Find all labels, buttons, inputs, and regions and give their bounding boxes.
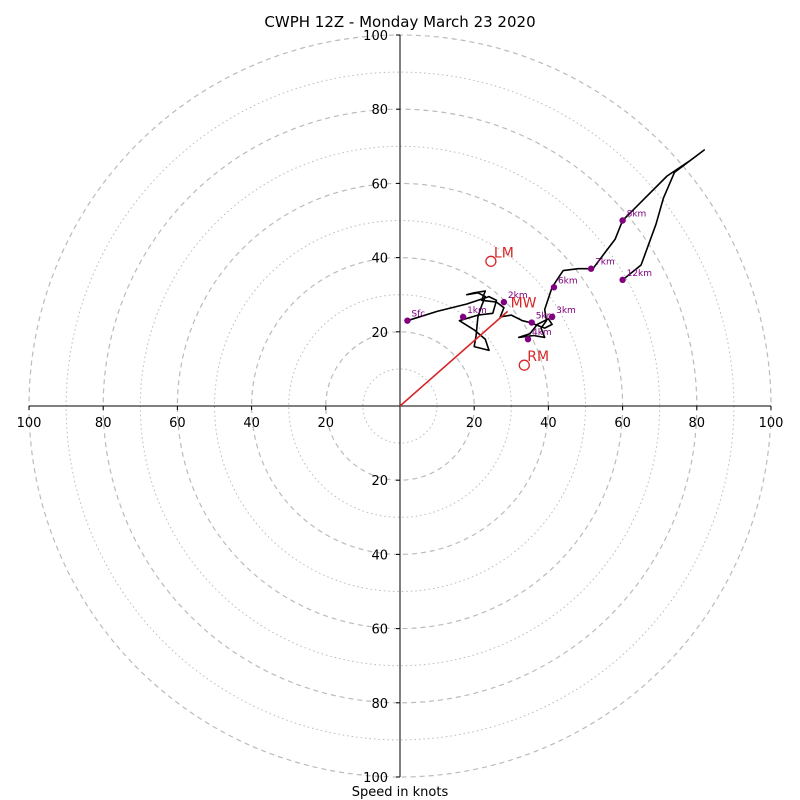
height-marker-4km: [524, 336, 532, 343]
height-markers: Sfc 1km 2km 3km 4km 5km 6km 7km 8km 12km: [404, 210, 652, 343]
y-tick-label: 40: [371, 548, 388, 563]
height-label-6km: 6km: [558, 276, 578, 286]
storm-marker-RM: [518, 359, 530, 371]
x-tick-label: 20: [466, 416, 483, 431]
x-tick-label: 20: [318, 416, 335, 431]
storm-label-RM: RM: [527, 349, 549, 365]
y-tick-label: 100: [363, 29, 388, 44]
height-marker-1km: [459, 313, 467, 321]
height-label-1km: 1km: [467, 306, 487, 316]
height-marker-12km: [619, 276, 626, 284]
y-tick-label: 80: [371, 103, 388, 118]
storm-vector: [399, 310, 509, 407]
height-label-7km: 7km: [595, 258, 615, 268]
y-tick-label: 20: [371, 474, 388, 489]
wind-trace-line: [407, 149, 706, 352]
height-marker-2km: [500, 298, 508, 306]
x-tick-label: 60: [614, 416, 631, 431]
x-tick-label: 80: [689, 416, 706, 431]
height-marker-3km: [548, 313, 556, 321]
storm-marker-LM: [485, 255, 497, 267]
y-tick-label: 20: [371, 326, 388, 341]
storm-motion-vector: [399, 310, 509, 407]
storm-motion-points: LM MW RM: [485, 245, 549, 371]
height-marker-7km: [587, 265, 595, 272]
y-tick-label: 60: [371, 623, 388, 638]
hodograph-trace: [407, 149, 706, 352]
x-tick-label: 80: [95, 416, 112, 431]
storm-label-MW: MW: [511, 295, 537, 311]
y-tick-label: 100: [363, 771, 388, 786]
height-label-3km: 3km: [556, 306, 576, 316]
chart-title: CWPH 12Z - Monday March 23 2020: [264, 13, 535, 31]
height-marker-5km: [528, 319, 535, 326]
height-marker-Sfc: [404, 317, 411, 324]
storm-label-LM: LM: [494, 245, 514, 261]
height-label-2km: 2km: [508, 291, 528, 301]
y-tick-label: 80: [371, 697, 388, 712]
x-tick-label: 40: [540, 416, 557, 431]
height-marker-8km: [619, 217, 626, 224]
height-label-5km: 5km: [536, 312, 556, 322]
x-tick-label: 60: [169, 416, 186, 431]
height-label-4km: 4km: [532, 328, 552, 338]
x-axis-label: Speed in knots: [352, 785, 449, 800]
tick-labels: 100 80 60 40 20 20 40 60 80 100 100 80 60 40 20 20 40 60 8…: [17, 29, 784, 786]
height-label-12km: 12km: [627, 269, 652, 279]
x-tick-label: 40: [243, 416, 260, 431]
height-label-Sfc: Sfc: [411, 310, 425, 320]
height-marker-6km: [550, 284, 558, 291]
x-tick-label: 100: [759, 416, 784, 431]
y-tick-label: 40: [371, 252, 388, 267]
x-tick-label: 100: [17, 416, 42, 431]
height-label-8km: 8km: [627, 210, 647, 220]
y-tick-label: 60: [371, 177, 388, 192]
